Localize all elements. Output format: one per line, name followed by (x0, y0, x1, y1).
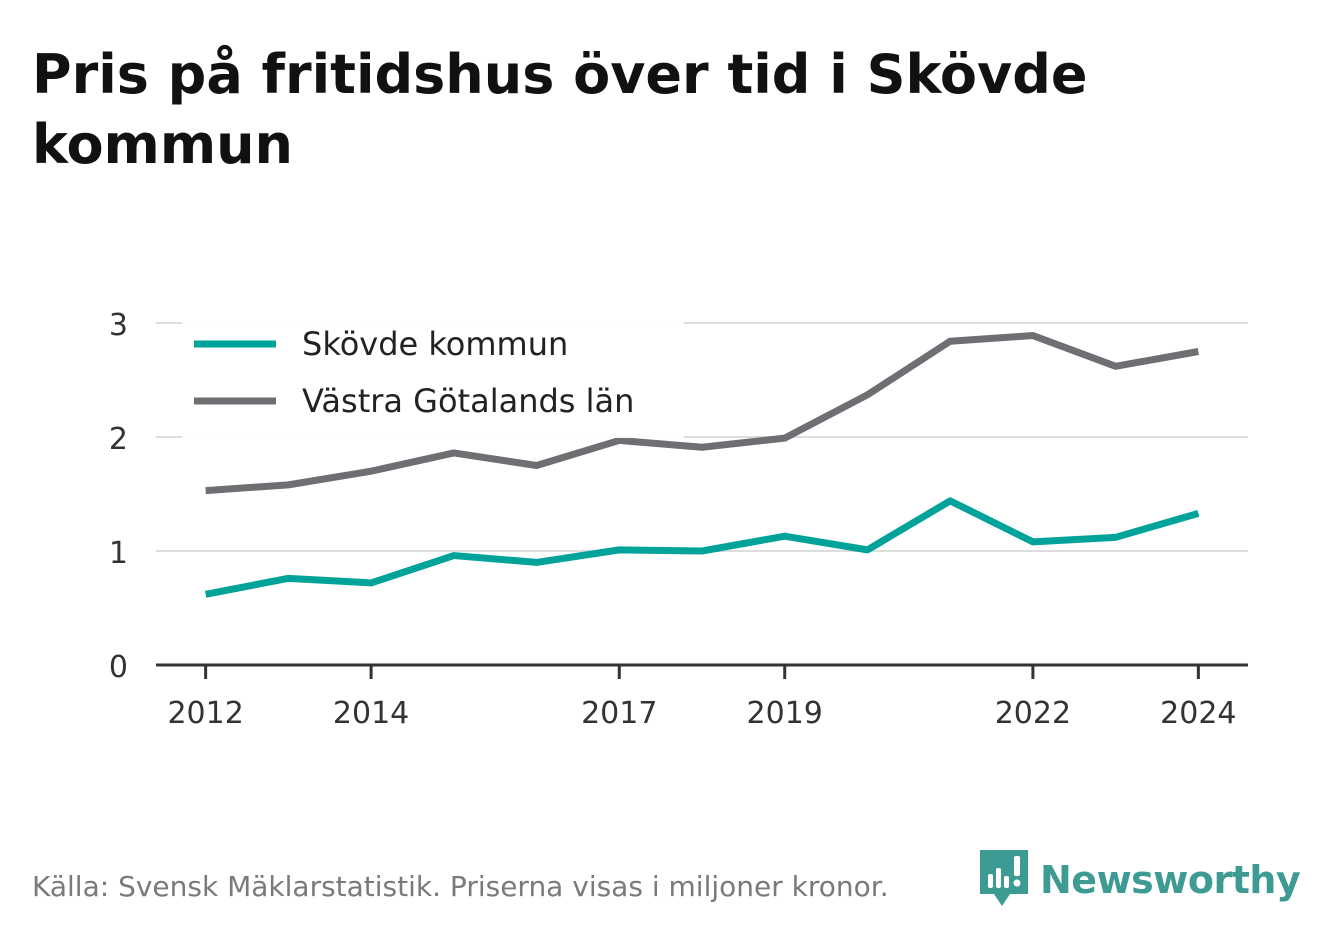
x-tick-label: 2012 (167, 696, 243, 731)
x-tick-label: 2022 (995, 696, 1071, 731)
y-tick-label: 3 (109, 308, 128, 343)
newsworthy-logo-icon (980, 850, 1028, 906)
legend-label: Skövde kommun (302, 325, 568, 363)
y-axis-ticks: 0 1 2 3 (109, 308, 128, 685)
x-axis-ticks: 2012 2014 2017 2019 2022 2024 (167, 665, 1237, 731)
legend: Skövde kommun Västra Götalands län (182, 322, 684, 438)
series-line-v-stra-g-talands-l-n (205, 332, 1199, 495)
legend-label: Västra Götalands län (302, 382, 634, 420)
x-tick-label: 2017 (581, 696, 657, 731)
series-lines (204, 332, 1200, 598)
source-note: Källa: Svensk Mäklarstatistik. Priserna … (32, 870, 889, 903)
chart-title: Pris på fritidshus över tid i Skövde kom… (32, 43, 1088, 176)
series-line-sk-vde-kommun (204, 497, 1200, 598)
y-tick-label: 0 (109, 650, 128, 685)
x-tick-label: 2019 (747, 696, 823, 731)
y-tick-label: 2 (109, 422, 128, 457)
newsworthy-logo: Newsworthy (980, 850, 1301, 910)
brand-name: Newsworthy (1040, 858, 1301, 902)
x-tick-label: 2024 (1160, 696, 1236, 731)
y-tick-label: 1 (109, 536, 128, 571)
x-tick-label: 2014 (333, 696, 409, 731)
